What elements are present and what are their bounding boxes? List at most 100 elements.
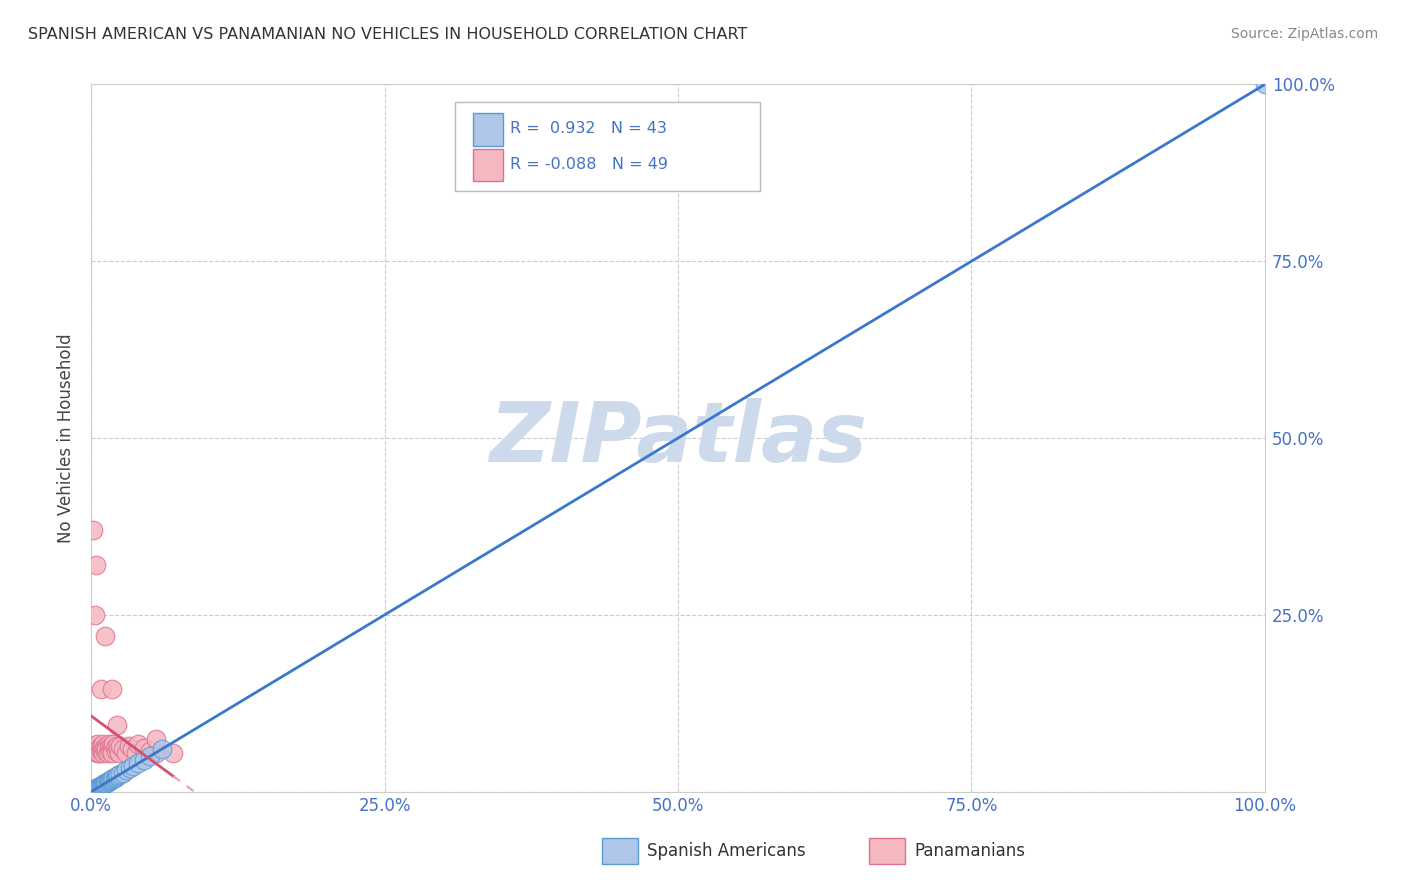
Point [94, 776, 117, 790]
Point [97, 746, 120, 760]
Text: SPANISH AMERICAN VS PANAMANIAN NO VEHICLES IN HOUSEHOLD CORRELATION CHART: SPANISH AMERICAN VS PANAMANIAN NO VEHICL… [28, 27, 748, 42]
Point [105, 717, 128, 731]
Point [98, 744, 121, 758]
Point [107, 742, 129, 756]
Point [86, 781, 108, 796]
Point [84, 558, 107, 573]
Text: Panamanians: Panamanians [914, 842, 1025, 860]
Point [145, 746, 167, 760]
Point [86, 746, 108, 760]
Point [91, 778, 114, 792]
Point [83, 739, 105, 753]
Point [96, 775, 118, 789]
FancyBboxPatch shape [472, 113, 503, 146]
Point [97, 740, 120, 755]
Point [90, 682, 112, 697]
Point [103, 737, 125, 751]
Point [1254, 78, 1277, 92]
Point [89, 780, 111, 794]
Point [145, 731, 167, 746]
Point [132, 753, 155, 767]
Point [104, 744, 127, 758]
Y-axis label: No Vehicles in Household: No Vehicles in Household [58, 334, 75, 543]
Point [83, 607, 105, 622]
Point [90, 778, 112, 792]
Point [125, 746, 148, 760]
Point [111, 742, 134, 756]
Point [115, 746, 138, 760]
Point [104, 770, 127, 784]
Point [91, 778, 114, 792]
Point [94, 776, 117, 790]
Point [115, 764, 138, 778]
Point [111, 765, 134, 780]
Point [83, 782, 105, 797]
Point [90, 739, 112, 753]
Point [90, 744, 112, 758]
Point [86, 781, 108, 796]
Point [101, 682, 124, 697]
Point [87, 780, 110, 795]
Point [162, 746, 184, 760]
Point [97, 774, 120, 789]
Point [105, 739, 128, 753]
Point [96, 739, 118, 753]
Point [118, 761, 141, 775]
Point [94, 744, 117, 758]
Point [93, 740, 115, 755]
Point [91, 746, 114, 760]
Point [97, 774, 120, 789]
Point [104, 740, 127, 755]
Text: Source: ZipAtlas.com: Source: ZipAtlas.com [1230, 27, 1378, 41]
Point [97, 774, 120, 789]
Point [103, 771, 125, 785]
Point [83, 744, 105, 758]
Point [101, 772, 124, 786]
Point [127, 756, 149, 771]
Point [104, 771, 127, 785]
Point [107, 768, 129, 782]
Point [91, 737, 114, 751]
Point [132, 740, 155, 755]
Point [100, 772, 122, 787]
Point [121, 742, 143, 756]
FancyBboxPatch shape [456, 102, 761, 191]
Point [96, 775, 118, 789]
Point [87, 742, 110, 756]
Point [89, 746, 111, 760]
Point [127, 737, 149, 751]
Point [93, 777, 115, 791]
Point [108, 746, 131, 760]
Point [96, 742, 118, 756]
Point [98, 773, 121, 788]
Text: Spanish Americans: Spanish Americans [647, 842, 806, 860]
FancyBboxPatch shape [472, 149, 503, 181]
Point [101, 742, 124, 756]
Point [89, 780, 111, 794]
Point [87, 780, 110, 795]
Point [110, 739, 132, 753]
Point [83, 783, 105, 797]
Point [110, 767, 132, 781]
Point [94, 629, 117, 643]
Text: R =  0.932   N = 43: R = 0.932 N = 43 [510, 121, 666, 136]
Point [90, 779, 112, 793]
Point [84, 781, 107, 796]
Point [139, 749, 162, 764]
Point [90, 778, 112, 792]
Point [105, 769, 128, 783]
Point [82, 742, 104, 756]
Point [90, 779, 112, 793]
Point [122, 759, 145, 773]
Point [139, 744, 162, 758]
Point [118, 739, 141, 753]
Point [86, 737, 108, 751]
Point [97, 737, 120, 751]
Point [93, 777, 115, 791]
Point [97, 774, 120, 789]
Text: R = -0.088   N = 49: R = -0.088 N = 49 [510, 157, 668, 172]
Point [84, 740, 107, 755]
Point [83, 523, 105, 537]
Text: ZIPatlas: ZIPatlas [489, 398, 868, 479]
Point [101, 746, 124, 760]
